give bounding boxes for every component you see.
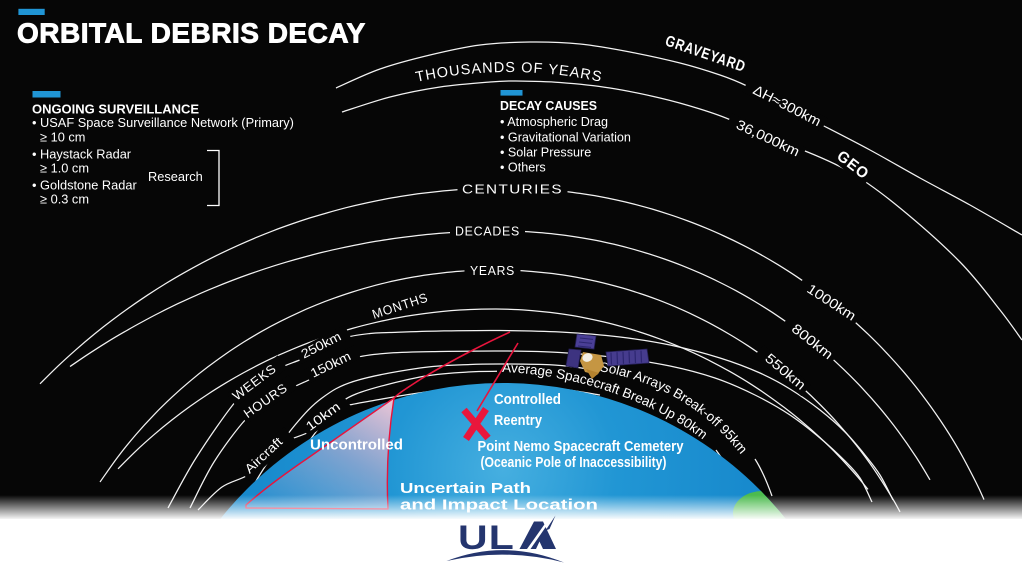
svg-text:• USAF Space Surveillance Netw: • USAF Space Surveillance Network (Prima…	[32, 115, 294, 130]
svg-text:≥ 1.0 cm: ≥ 1.0 cm	[40, 161, 89, 176]
svg-text:Research: Research	[148, 169, 203, 184]
svg-text:ORBITAL DEBRIS DECAY: ORBITAL DEBRIS DECAY	[17, 18, 366, 49]
svg-text:(Oceanic Pole of Inaccessibili: (Oceanic Pole of Inaccessibility)	[481, 455, 667, 471]
svg-text:DECAY CAUSES: DECAY CAUSES	[500, 98, 597, 113]
svg-text:≥ 10 cm: ≥ 10 cm	[40, 130, 85, 145]
svg-text:Controlled: Controlled	[494, 392, 561, 408]
svg-text:YEARS: YEARS	[470, 263, 515, 278]
svg-text:• Others: • Others	[500, 161, 546, 175]
svg-text:• Atmospheric Drag: • Atmospheric Drag	[500, 115, 608, 129]
svg-text:• Goldstone Radar: • Goldstone Radar	[32, 178, 138, 193]
svg-text:DECADES: DECADES	[455, 224, 520, 239]
svg-text:• Solar Pressure: • Solar Pressure	[500, 146, 591, 160]
svg-text:Uncertain Path: Uncertain Path	[400, 481, 531, 497]
svg-text:ONGOING SURVEILLANCE: ONGOING SURVEILLANCE	[32, 102, 199, 117]
svg-text:• Haystack Radar: • Haystack Radar	[32, 147, 132, 162]
svg-text:Point Nemo Spacecraft Cemetery: Point Nemo Spacecraft Cemetery	[478, 439, 685, 455]
svg-text:Reentry: Reentry	[494, 413, 543, 429]
svg-text:Uncontrolled: Uncontrolled	[310, 438, 403, 454]
svg-text:• Gravitational Variation: • Gravitational Variation	[500, 130, 631, 144]
svg-text:CENTURIES: CENTURIES	[462, 182, 563, 197]
svg-text:≥ 0.3 cm: ≥ 0.3 cm	[40, 192, 89, 207]
